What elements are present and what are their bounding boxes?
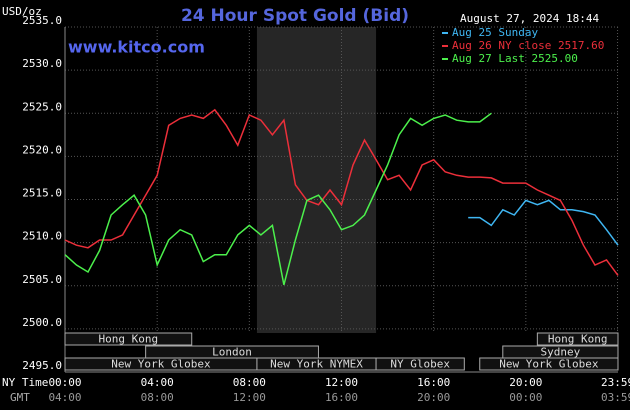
session-bar — [479, 357, 619, 371]
grid-layer — [64, 26, 619, 373]
x-tick-label: 23:59 — [601, 376, 630, 389]
series-line — [64, 112, 492, 286]
x-tick-label: 20:00 — [509, 376, 542, 389]
session-shade — [256, 27, 377, 333]
y-tick-label: 2495.0 — [22, 359, 62, 372]
legend-label: Aug 26 NY close 2517.60 — [452, 39, 604, 52]
session-label: London — [212, 346, 252, 359]
site-label: www.kitco.com — [68, 38, 205, 57]
session-label: New York Globex — [499, 358, 599, 371]
x2-tick-label: 00:00 — [509, 391, 542, 404]
lines-layer — [64, 108, 619, 286]
x2-tick-label: 12:00 — [233, 391, 266, 404]
x2-tick-label: 04:00 — [48, 391, 81, 404]
y-tick-label: 2510.0 — [22, 230, 62, 243]
y-tick-label: 2530.0 — [22, 57, 62, 70]
x-tick-label: 16:00 — [417, 376, 450, 389]
x-tick-label: 12:00 — [325, 376, 358, 389]
session-bar — [375, 357, 465, 371]
x2-row-label: GMT — [10, 391, 30, 404]
session-label: Hong Kong — [548, 333, 608, 346]
legend-label: Aug 25 Sunday — [452, 26, 538, 39]
y-tick-label: 2505.0 — [22, 273, 62, 286]
y-tick-label: 2515.0 — [22, 187, 62, 200]
x2-tick-label: 03:59 — [601, 391, 630, 404]
shade-layer — [256, 27, 377, 333]
x2-tick-label: 08:00 — [141, 391, 174, 404]
session-bar — [536, 332, 619, 346]
x-tick-label: 08:00 — [233, 376, 266, 389]
legend-label: Aug 27 Last 2525.00 — [452, 52, 578, 65]
unit-label: USD/oz — [2, 5, 42, 18]
y-tick-label: 2500.0 — [22, 316, 62, 329]
x2-tick-label: 16:00 — [325, 391, 358, 404]
session-label: New York NYMEX — [270, 358, 363, 371]
y-tick-label: 2520.0 — [22, 143, 62, 156]
series-line — [468, 199, 619, 246]
y-tick-label: 2525.0 — [22, 100, 62, 113]
x2-tick-label: 20:00 — [417, 391, 450, 404]
session-label: Sydney — [541, 346, 581, 359]
timestamp: August 27, 2024 18:44 — [460, 12, 599, 25]
x-tick-label: 00:00 — [48, 376, 81, 389]
y-tick-label: 2535.0 — [22, 14, 62, 27]
x-tick-label: 04:00 — [141, 376, 174, 389]
session-bar — [64, 332, 193, 346]
x-row-label: NY Time — [2, 376, 48, 389]
series-line — [64, 108, 619, 276]
chart-title: 24 Hour Spot Gold (Bid) — [181, 6, 409, 26]
session-label: Hong Kong — [99, 333, 159, 346]
session-label: NY Globex — [390, 358, 450, 371]
session-label: New York Globex — [111, 358, 211, 371]
